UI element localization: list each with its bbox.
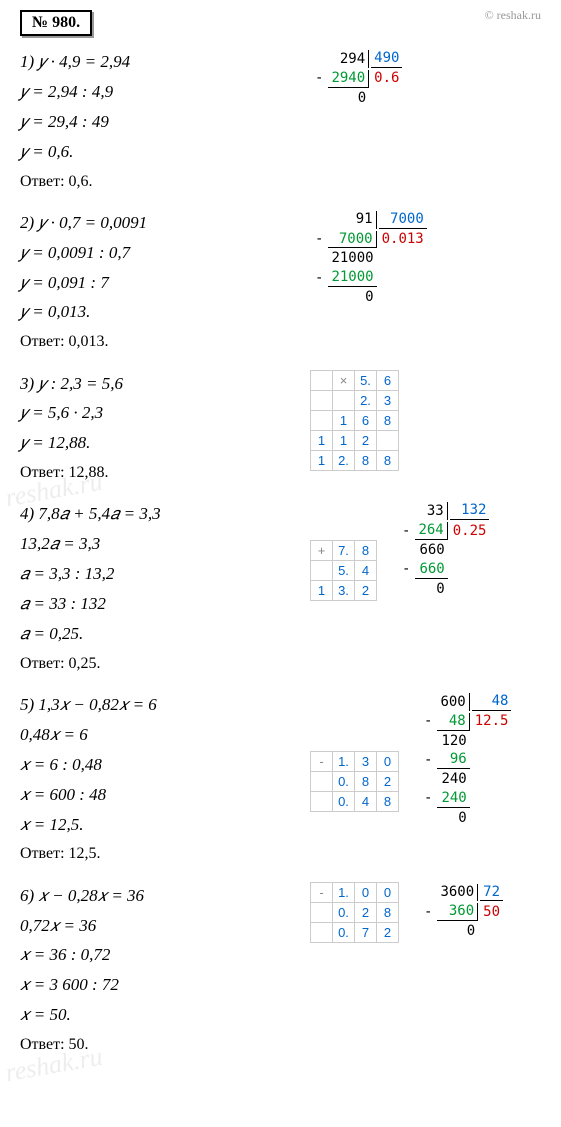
answer: Ответ: 12,5. (20, 840, 290, 867)
eq: 𝑥 = 50. (20, 1001, 290, 1030)
answer: Ответ: 0,25. (20, 650, 290, 677)
solution-5: 5) 1,3𝑥 − 0,82𝑥 = 6 0,48𝑥 = 6 𝑥 = 6 : 0,… (20, 691, 290, 878)
eq: 0,48𝑥 = 6 (20, 721, 290, 750)
eq: 𝑦 = 5,6 · 2,3 (20, 399, 290, 428)
eq: 𝑦 = 29,4 : 49 (20, 108, 290, 137)
eq: 2) 𝑦 · 0,7 = 0,0091 (20, 209, 290, 238)
answer: Ответ: 50. (20, 1031, 290, 1058)
work-2: 917000 -70000.013 21000 -21000 0 (290, 209, 541, 308)
eq: 𝑥 = 12,5. (20, 811, 290, 840)
answer: Ответ: 12,88. (20, 459, 290, 486)
eq: 𝑎 = 0,25. (20, 620, 290, 649)
eq: 𝑦 = 0,013. (20, 298, 290, 327)
eq: 𝑥 = 600 : 48 (20, 781, 290, 810)
eq: 𝑦 = 2,94 : 4,9 (20, 78, 290, 107)
eq: 𝑥 = 6 : 0,48 (20, 751, 290, 780)
work-6: -1.00 0.28 0.72 360072 -36050 0 (290, 882, 541, 943)
work-1: 294490 -29400.6 0 (290, 48, 541, 108)
work-5: -1.30 0.82 0.48 60048 -4812.5 120 -96 24… (290, 691, 541, 829)
eq: 𝑎 = 33 : 132 (20, 590, 290, 619)
work-4: +7.8 5.4 13.2 33132 -2640.25 660 -660 0 (290, 500, 541, 601)
answer: Ответ: 0,6. (20, 168, 290, 195)
eq: 1) 𝑦 · 4,9 = 2,94 (20, 48, 290, 77)
solution-6: 6) 𝑥 − 0,28𝑥 = 36 0,72𝑥 = 36 𝑥 = 36 : 0,… (20, 882, 290, 1069)
problem-badge: № 980. (20, 10, 92, 36)
eq: 𝑦 = 0,6. (20, 138, 290, 167)
eq: 𝑦 = 0,091 : 7 (20, 269, 290, 298)
copyright: © reshak.ru (485, 8, 541, 23)
eq: 13,2𝑎 = 3,3 (20, 530, 290, 559)
eq: 4) 7,8𝑎 + 5,4𝑎 = 3,3 (20, 500, 290, 529)
eq: 𝑥 = 36 : 0,72 (20, 941, 290, 970)
eq: 𝑥 = 3 600 : 72 (20, 971, 290, 1000)
eq: 𝑦 = 12,88. (20, 429, 290, 458)
solution-3: 3) 𝑦 : 2,3 = 5,6 𝑦 = 5,6 · 2,3 𝑦 = 12,88… (20, 370, 290, 497)
work-3: ×5.6 2.3 168 112 12.88 (290, 370, 541, 471)
solution-2: 2) 𝑦 · 0,7 = 0,0091 𝑦 = 0,0091 : 0,7 𝑦 =… (20, 209, 290, 366)
eq: 3) 𝑦 : 2,3 = 5,6 (20, 370, 290, 399)
eq: 5) 1,3𝑥 − 0,82𝑥 = 6 (20, 691, 290, 720)
answer: Ответ: 0,013. (20, 328, 290, 355)
eq: 𝑦 = 0,0091 : 0,7 (20, 239, 290, 268)
eq: 6) 𝑥 − 0,28𝑥 = 36 (20, 882, 290, 911)
eq: 𝑎 = 3,3 : 13,2 (20, 560, 290, 589)
solution-4: 4) 7,8𝑎 + 5,4𝑎 = 3,3 13,2𝑎 = 3,3 𝑎 = 3,3… (20, 500, 290, 687)
eq: 0,72𝑥 = 36 (20, 912, 290, 941)
solution-1: 1) 𝑦 · 4,9 = 2,94 𝑦 = 2,94 : 4,9 𝑦 = 29,… (20, 48, 290, 205)
